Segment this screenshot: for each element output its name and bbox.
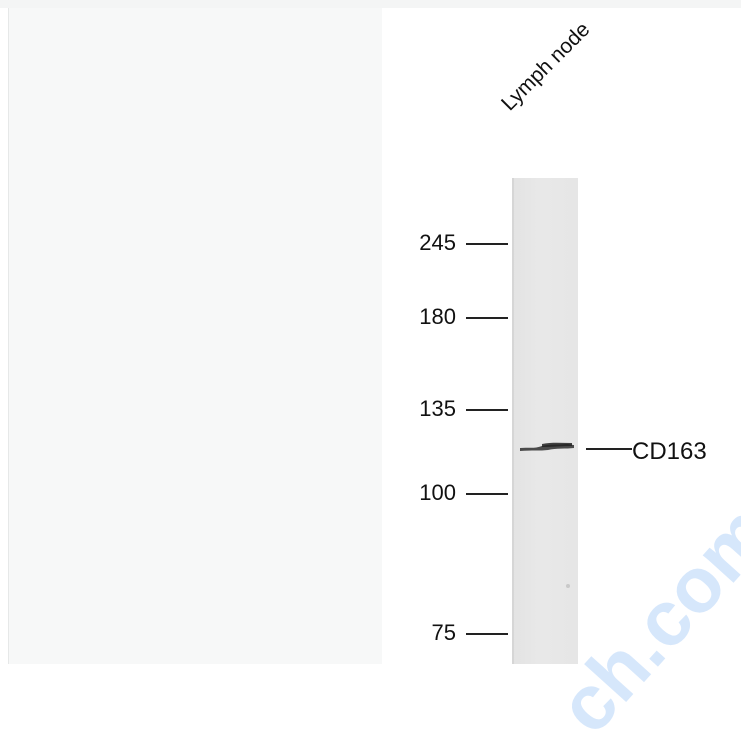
blot-lane	[512, 178, 578, 664]
marker-180: 180	[419, 304, 456, 329]
marker-tick-180	[466, 317, 508, 319]
left-blank-panel	[8, 8, 382, 664]
marker-tick-100	[466, 493, 508, 495]
marker-tick-245	[466, 243, 508, 245]
band-label: CD163	[632, 438, 707, 465]
marker-tick-75	[466, 633, 508, 635]
marker-245: 245	[419, 230, 456, 255]
blot-lane-edge	[512, 178, 514, 664]
protein-band	[520, 442, 574, 451]
top-strip	[0, 0, 741, 8]
lane-speck	[566, 584, 570, 588]
marker-135: 135	[419, 396, 456, 421]
band-pointer-line	[586, 448, 632, 450]
marker-100: 100	[419, 480, 456, 505]
marker-75: 75	[431, 620, 456, 645]
marker-tick-135	[466, 409, 508, 411]
